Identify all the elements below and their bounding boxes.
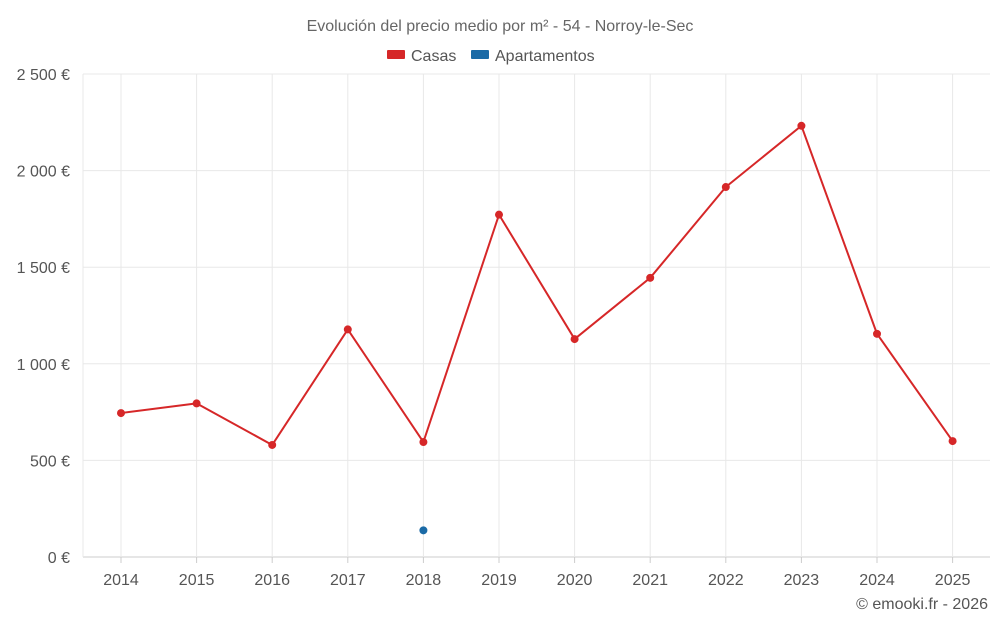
chart-title: Evolución del precio medio por m² - 54 -… (307, 18, 694, 35)
x-tick-label: 2019 (481, 572, 517, 589)
copyright-footer: © emooki.fr - 2026 (856, 596, 988, 613)
data-point-casas-2016[interactable] (268, 440, 277, 449)
series-line-casas (120, 124, 954, 446)
data-point-casas-2019[interactable] (495, 210, 503, 219)
data-point-casas-2021[interactable] (646, 273, 655, 282)
x-tick-label: 2014 (103, 572, 139, 589)
data-point-casas-2014[interactable] (117, 409, 125, 418)
x-tick-label: 2023 (784, 572, 820, 589)
y-tick-label: 1 500 € (17, 260, 70, 277)
data-point-casas-2022[interactable] (721, 183, 730, 192)
legend: Casas Apartamentos (387, 48, 595, 65)
y-tick-label: 500 € (30, 453, 70, 470)
y-tick-label: 0 € (48, 550, 70, 567)
y-tick-label: 1 000 € (17, 357, 70, 374)
x-tick-label: 2024 (859, 572, 895, 589)
legend-item-casas[interactable]: Casas (387, 48, 456, 65)
y-tick-label: 2 500 € (17, 67, 70, 84)
data-point-casas-2025[interactable] (948, 437, 957, 446)
data-point-casas-2024[interactable] (873, 329, 881, 338)
x-tick-label: 2018 (406, 572, 442, 589)
data-point-apartamentos-2018[interactable] (419, 526, 428, 535)
y-axis: 0 € 500 € 1 000 € 1 500 € 2 000 € 2 500 € (17, 67, 70, 567)
y-tick-label: 2 000 € (17, 164, 70, 181)
legend-item-apartamentos[interactable]: Apartamentos (471, 48, 595, 65)
series-apartamentos (419, 526, 428, 535)
data-point-casas-2015[interactable] (192, 399, 201, 408)
series-layer (117, 121, 957, 535)
x-tick-label: 2020 (557, 572, 593, 589)
x-tick-label: 2017 (330, 572, 366, 589)
x-tick-label: 2021 (632, 572, 668, 589)
grid (82, 73, 990, 558)
data-point-casas-2020[interactable] (570, 335, 579, 344)
legend-swatch-apartamentos (471, 50, 489, 59)
x-tick-label: 2025 (935, 572, 971, 589)
legend-label-apartamentos: Apartamentos (495, 48, 595, 65)
legend-label-casas: Casas (411, 48, 456, 65)
data-point-casas-2018[interactable] (419, 438, 428, 447)
x-tick-label: 2022 (708, 572, 744, 589)
x-tick-label: 2015 (179, 572, 215, 589)
legend-swatch-casas (387, 50, 405, 59)
data-point-casas-2023[interactable] (797, 121, 806, 130)
series-casas (117, 121, 957, 449)
x-tick-label: 2016 (254, 572, 290, 589)
x-axis: 2014 2015 2016 2017 2018 2019 2020 2021 2022 2023… (103, 557, 970, 589)
data-point-casas-2017[interactable] (343, 325, 352, 334)
